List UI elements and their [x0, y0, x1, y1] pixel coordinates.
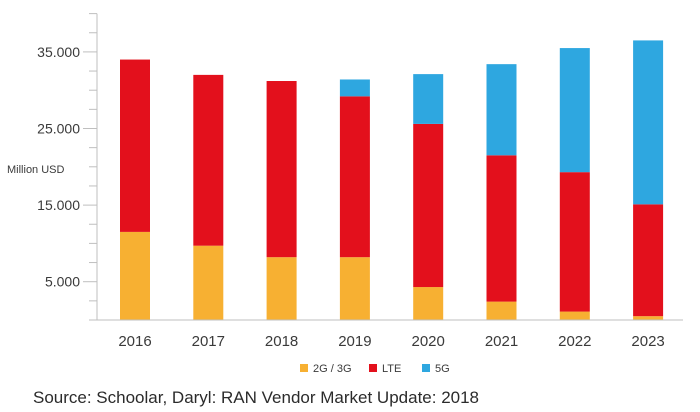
bar-2019-lte	[339, 96, 370, 258]
legend-label-lte: LTE	[382, 363, 401, 375]
bar-2022-lte	[559, 172, 590, 312]
legend-swatch-2g3g	[300, 364, 308, 372]
y-tick-label: 35.000	[37, 44, 80, 60]
bar-2023-5g	[633, 40, 664, 205]
x-tick-label: 2020	[412, 333, 445, 350]
bar-2023-lte	[633, 204, 664, 317]
legend-label-5g: 5G	[435, 363, 450, 375]
y-axis-label: Million USD	[7, 164, 65, 176]
y-axis: 5.000 15.000 25.000 35.000	[37, 13, 98, 321]
bar-2020-5g	[413, 74, 444, 124]
legend: 2G / 3G LTE 5G	[300, 363, 450, 375]
bar-2017-2g3g	[193, 245, 224, 320]
bar-2019-2g3g	[339, 257, 370, 320]
x-tick-label: 2021	[485, 333, 518, 350]
bar-2021-2g3g	[486, 301, 517, 320]
bar-2021-5g	[486, 64, 517, 156]
stacked-bar-chart: Million USD 5.000 15.000 25.000 35.000 2016…	[7, 13, 683, 375]
x-tick-label: 2018	[265, 333, 298, 350]
bar-2021-lte	[486, 155, 517, 302]
bars	[120, 40, 664, 320]
bar-2019-5g	[339, 79, 370, 97]
x-tick-label: 2016	[118, 333, 151, 350]
bar-2016-lte	[120, 59, 150, 232]
bar-2018-2g3g	[266, 257, 297, 320]
legend-swatch-lte	[369, 364, 377, 372]
bar-2020-2g3g	[413, 287, 444, 320]
x-tick-label: 2022	[558, 333, 591, 350]
source-caption: Source: Schoolar, Daryl: RAN Vendor Mark…	[33, 388, 480, 407]
legend-label-2g3g: 2G / 3G	[313, 363, 352, 375]
bar-2017-lte	[193, 74, 224, 246]
bar-2023-2g3g	[633, 316, 664, 320]
x-tick-label: 2023	[631, 333, 664, 350]
bar-2022-5g	[559, 48, 590, 173]
bar-2016-2g3g	[120, 231, 150, 320]
y-tick-label: 15.000	[37, 197, 80, 213]
x-tick-label: 2019	[338, 333, 371, 350]
y-tick-label: 25.000	[37, 121, 80, 137]
bar-2018-lte	[266, 81, 297, 258]
legend-swatch-5g	[422, 364, 430, 372]
y-tick-label: 5.000	[45, 274, 80, 290]
x-axis: 2016 2017 2018 2019 2020 2021 2022 2023	[118, 333, 664, 350]
bar-2020-lte	[413, 123, 444, 288]
x-tick-label: 2017	[192, 333, 225, 350]
bar-2022-2g3g	[559, 311, 590, 320]
